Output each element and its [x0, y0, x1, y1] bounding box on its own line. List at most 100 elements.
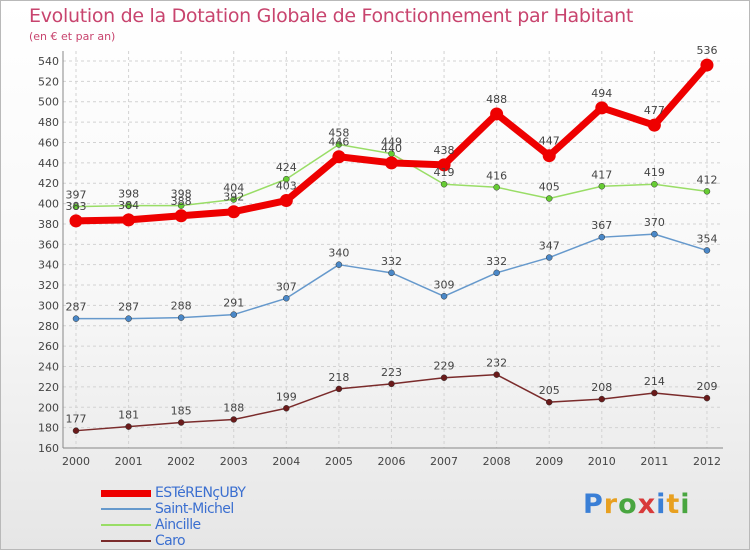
- data-label: 309: [434, 278, 455, 291]
- data-point: [230, 416, 237, 423]
- data-label: 494: [591, 87, 612, 100]
- y-tick-label: 280: [38, 320, 59, 333]
- data-label: 446: [328, 136, 349, 149]
- y-tick-label: 480: [38, 116, 59, 129]
- chart-subtitle: (en € et par an): [29, 30, 116, 43]
- data-point: [72, 315, 80, 322]
- data-point: [440, 374, 448, 381]
- data-point: [283, 405, 290, 412]
- data-label: 229: [434, 360, 455, 373]
- data-point: [177, 202, 185, 209]
- legend-item: Saint-Michel: [101, 501, 245, 517]
- data-point: [545, 398, 553, 406]
- data-point: [493, 371, 500, 378]
- data-label: 214: [644, 375, 665, 388]
- series-3: [72, 371, 711, 434]
- data-label: 424: [276, 161, 297, 174]
- data-label: 405: [539, 180, 560, 193]
- data-label: 449: [381, 136, 402, 149]
- data-label: 488: [486, 93, 507, 106]
- data-point: [651, 230, 658, 238]
- data-label: 404: [223, 182, 244, 195]
- data-label: 199: [276, 390, 297, 403]
- data-label: 447: [539, 135, 560, 148]
- data-label: 383: [66, 200, 87, 213]
- x-tick-label: 2007: [430, 455, 458, 468]
- data-point: [72, 203, 80, 210]
- data-point: [542, 149, 556, 163]
- data-label: 388: [171, 195, 192, 208]
- x-tick-label: 2001: [115, 455, 143, 468]
- data-label: 354: [696, 232, 717, 245]
- data-point: [384, 156, 398, 170]
- data-label: 287: [118, 301, 139, 314]
- data-label: 384: [118, 199, 139, 212]
- data-label: 218: [328, 371, 349, 384]
- data-label: 397: [66, 189, 87, 202]
- y-tick-label: 520: [38, 75, 59, 88]
- data-point: [177, 419, 185, 426]
- legend-item: Aincille: [101, 517, 245, 533]
- data-point: [69, 214, 83, 228]
- y-tick-label: 360: [38, 238, 59, 251]
- data-point: [440, 180, 448, 188]
- y-tick-label: 440: [38, 157, 59, 170]
- y-tick-label: 200: [38, 401, 59, 414]
- legend-label: Aincille: [155, 517, 201, 533]
- data-point: [437, 158, 451, 172]
- data-point: [283, 175, 290, 183]
- data-point: [125, 315, 132, 322]
- data-label: 185: [171, 405, 192, 418]
- data-label: 419: [644, 166, 665, 179]
- x-tick-label: 2006: [377, 455, 405, 468]
- data-point: [598, 183, 606, 190]
- x-tick-label: 2002: [167, 455, 195, 468]
- data-point: [227, 205, 241, 219]
- data-point: [125, 423, 132, 430]
- data-point: [335, 141, 343, 148]
- y-tick-label: 420: [38, 177, 59, 190]
- data-point: [335, 261, 343, 268]
- y-tick-label: 540: [38, 55, 59, 68]
- legend-swatch: [101, 524, 151, 526]
- x-tick-label: 2000: [62, 455, 90, 468]
- data-point: [72, 427, 80, 434]
- y-tick-label: 400: [38, 198, 59, 211]
- data-label: 438: [434, 144, 455, 157]
- data-label: 416: [486, 169, 507, 182]
- proxiti-logo: Proxiti: [583, 489, 691, 520]
- data-point: [335, 385, 343, 393]
- data-point: [174, 209, 188, 223]
- data-point: [703, 394, 711, 402]
- data-label: 287: [66, 301, 87, 314]
- data-point: [440, 293, 448, 300]
- data-point: [125, 202, 132, 209]
- x-tick-label: 2012: [693, 455, 721, 468]
- data-point: [647, 118, 661, 132]
- data-label: 403: [276, 180, 297, 193]
- legend-label: Saint-Michel: [155, 501, 234, 517]
- x-tick-label: 2009: [535, 455, 563, 468]
- data-point: [283, 295, 290, 302]
- y-tick-label: 240: [38, 361, 59, 374]
- data-label: 392: [223, 191, 244, 204]
- legend-label: ESTéRENçUBY: [155, 485, 246, 501]
- legend-swatch: [101, 508, 151, 510]
- series-0: [69, 58, 714, 228]
- data-point: [388, 269, 395, 277]
- data-label: 419: [434, 166, 455, 179]
- data-label: 398: [171, 188, 192, 201]
- y-tick-label: 160: [38, 442, 59, 455]
- series-2: [72, 141, 711, 210]
- data-point: [230, 311, 237, 318]
- data-label: 188: [223, 401, 244, 414]
- data-point: [230, 196, 237, 203]
- data-label: 412: [696, 173, 717, 186]
- data-point: [493, 184, 500, 191]
- chart-legend: ESTéRENçUBY Saint-Michel Aincille Caro: [101, 485, 246, 549]
- data-label: 208: [591, 381, 612, 394]
- data-point: [651, 180, 658, 188]
- data-point: [332, 150, 346, 164]
